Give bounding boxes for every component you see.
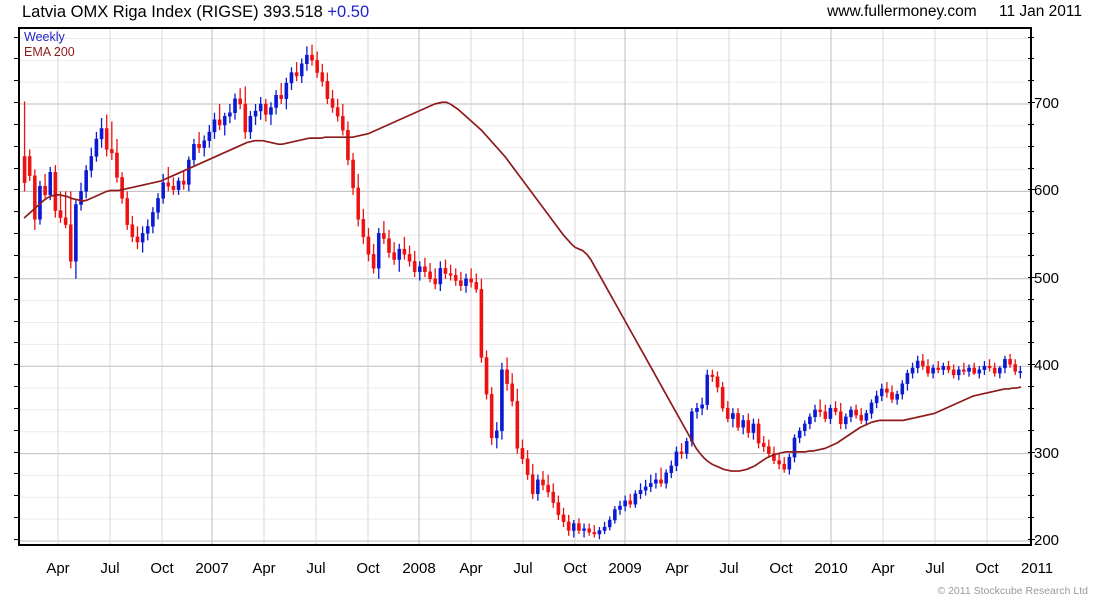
y-axis-tick xyxy=(14,254,20,256)
chart-legend: Weekly EMA 200 xyxy=(24,30,75,59)
y-axis-tick xyxy=(14,58,20,60)
y-axis-tick xyxy=(14,517,20,519)
x-axis-tick-label: Oct xyxy=(975,560,999,577)
y-axis-tick xyxy=(14,189,20,191)
y-axis-tick xyxy=(14,429,20,431)
y-axis-tick xyxy=(14,320,20,322)
y-axis-right-ticks xyxy=(1028,27,1036,542)
y-axis-tick xyxy=(1028,102,1035,103)
y-axis-tick xyxy=(1028,320,1034,322)
y-axis-tick xyxy=(1028,342,1034,344)
y-axis-tick xyxy=(14,145,20,147)
y-axis-tick xyxy=(14,451,20,453)
y-axis-tick xyxy=(1028,123,1034,125)
x-axis-tick-label: Oct xyxy=(150,560,174,577)
y-axis-tick xyxy=(1028,407,1034,409)
y-axis-tick xyxy=(14,407,20,409)
y-axis-tick xyxy=(1028,517,1034,519)
x-axis-tick-label: 2009 xyxy=(608,560,642,577)
x-axis-tick-label: Apr xyxy=(459,560,483,577)
chart-date: 11 Jan 2011 xyxy=(998,3,1082,20)
x-axis-tick-label: 2007 xyxy=(195,560,229,577)
index-change: +0.50 xyxy=(327,3,370,21)
y-axis-tick xyxy=(1028,211,1034,213)
y-axis-tick xyxy=(14,233,20,235)
x-axis-tick-label: Apr xyxy=(665,560,689,577)
y-axis-tick-label: 600 xyxy=(1034,182,1060,200)
x-axis-tick-label: Jul xyxy=(513,560,533,577)
y-axis-tick xyxy=(1028,386,1034,388)
y-axis-tick xyxy=(1028,167,1034,169)
copyright-notice: © 2011 Stockcube Research Ltd xyxy=(937,585,1088,597)
y-axis-tick xyxy=(14,276,20,278)
y-axis-tick xyxy=(1028,189,1035,191)
source-website: www.fullermoney.com xyxy=(827,3,977,20)
x-axis-tick-label: Jul xyxy=(306,560,326,577)
y-axis-tick xyxy=(14,495,20,497)
y-axis-tick-label: 300 xyxy=(1034,444,1060,462)
y-axis-tick xyxy=(14,102,20,103)
y-axis-tick xyxy=(14,298,20,300)
x-axis-tick-label: 2010 xyxy=(814,560,848,577)
y-axis-tick-label: 200 xyxy=(1034,532,1060,549)
y-axis-tick xyxy=(1028,276,1035,278)
y-axis-tick xyxy=(14,167,20,169)
x-axis-labels: Apr Jul Oct 2007 Apr Jul Oct 2008 Apr Jul Oct 2009 A… xyxy=(0,561,1100,583)
y-axis-tick xyxy=(1028,364,1035,366)
y-axis-tick xyxy=(1028,36,1034,38)
chart-header: Latvia OMX Riga Index (RIGSE) 393.518 +0… xyxy=(0,2,1100,26)
x-axis-tick-label: Apr xyxy=(252,560,276,577)
y-axis-tick xyxy=(14,539,20,540)
index-title: Latvia OMX Riga Index (RIGSE) 393.518 xyxy=(22,3,323,21)
y-axis-tick-label: 700 xyxy=(1034,95,1060,112)
y-axis-tick xyxy=(1028,429,1034,431)
chart-title: Latvia OMX Riga Index (RIGSE) 393.518 +0… xyxy=(22,3,369,22)
y-axis-tick xyxy=(14,364,20,366)
ema-line-layer xyxy=(23,101,1022,472)
y-axis-tick xyxy=(14,36,20,38)
y-axis-tick xyxy=(14,386,20,388)
x-axis-tick-label: Apr xyxy=(871,560,895,577)
x-axis-tick-label: Jul xyxy=(100,560,120,577)
y-axis-tick xyxy=(14,342,20,344)
x-axis-tick-label: Oct xyxy=(769,560,793,577)
plot-canvas xyxy=(20,29,1030,544)
legend-item-weekly: Weekly xyxy=(24,30,65,44)
y-axis-tick xyxy=(14,123,20,125)
y-axis-tick xyxy=(14,80,20,82)
y-axis-labels: 200 300 400 500 600 700 xyxy=(1034,0,1098,600)
x-axis-tick-label: Oct xyxy=(563,560,587,577)
x-axis-tick-label: 2008 xyxy=(402,560,436,577)
y-axis-tick xyxy=(1028,473,1034,475)
y-axis-tick xyxy=(1028,58,1034,60)
y-axis-tick xyxy=(14,473,20,475)
y-axis-left-ticks xyxy=(12,27,20,542)
chart-source: www.fullermoney.com 11 Jan 2011 xyxy=(827,3,1082,21)
grid-layer xyxy=(20,29,1030,544)
y-axis-tick-label: 500 xyxy=(1034,269,1060,287)
y-axis-tick xyxy=(1028,145,1034,147)
legend-item-ema200: EMA 200 xyxy=(24,44,75,59)
x-axis-tick-label: Apr xyxy=(46,560,70,577)
x-axis-tick-label: Oct xyxy=(356,560,380,577)
y-axis-tick xyxy=(1028,451,1035,453)
y-axis-tick xyxy=(1028,298,1034,300)
x-axis-tick-label: 2011 xyxy=(1020,560,1054,577)
y-axis-tick xyxy=(1028,539,1035,540)
candlestick-layer xyxy=(22,44,1023,540)
y-axis-tick xyxy=(1028,254,1034,256)
y-axis-tick xyxy=(1028,80,1034,82)
y-axis-tick xyxy=(1028,495,1034,497)
y-axis-tick-label: 400 xyxy=(1034,357,1060,375)
y-axis-tick xyxy=(14,211,20,213)
x-axis-tick-label: Jul xyxy=(925,560,945,577)
y-axis-tick xyxy=(1028,233,1034,235)
plot-area xyxy=(18,27,1032,546)
x-axis-tick-label: Jul xyxy=(719,560,739,577)
